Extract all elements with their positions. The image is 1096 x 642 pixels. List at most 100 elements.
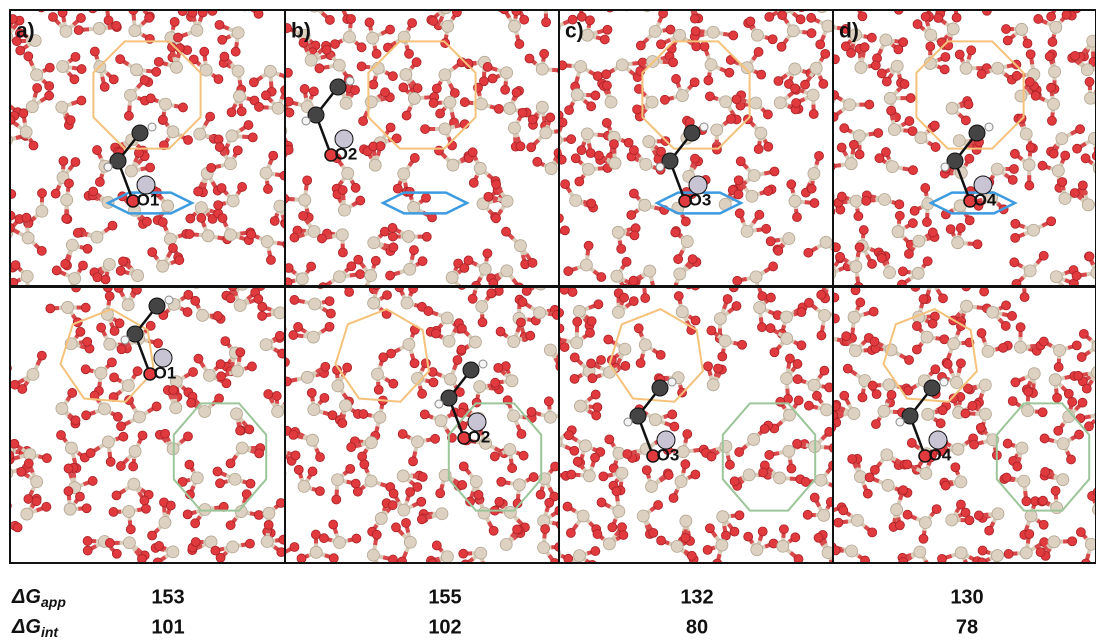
hydrogen-atom [624, 418, 632, 426]
oxygen-atom [359, 117, 368, 126]
oxygen-atom [290, 295, 299, 304]
silicon-atom [501, 195, 513, 207]
bond [48, 0, 68, 3]
bond [837, 0, 846, 2]
oxygen-atom [191, 538, 200, 547]
silicon-atom [56, 101, 68, 113]
bond [815, 0, 822, 7]
bond [106, 0, 109, 1]
oxygen-atom [109, 75, 118, 84]
bond [501, 4, 509, 7]
oxygen-atom [487, 289, 496, 298]
oxygen-atom [691, 470, 700, 479]
silicon-atom [447, 159, 459, 171]
oxygen-atom [1010, 149, 1019, 158]
silicon-atom [170, 402, 182, 414]
silicon-atom [818, 509, 830, 521]
oxygen-atom [74, 26, 83, 35]
silicon-atom [444, 373, 456, 385]
oxygen-atom [584, 241, 593, 250]
oxygen-atom [568, 288, 577, 297]
silicon-atom [469, 336, 481, 348]
oxygen-atom [0, 284, 8, 293]
oxygen-atom [81, 303, 90, 312]
oxygen-atom [93, 273, 102, 282]
hydrogen-atom [479, 360, 487, 368]
oxygen-atom [566, 528, 575, 537]
oxygen-atom [464, 256, 473, 265]
oxygen-atom [417, 515, 426, 524]
silicon-atom [637, 510, 649, 522]
bond [0, 194, 5, 202]
oxygen-atom [1049, 149, 1058, 158]
oxygen-atom [797, 341, 806, 350]
oxygen-atom [422, 193, 431, 202]
oxygen-atom [721, 531, 730, 540]
oxygen-atom [22, 213, 31, 222]
oxygen-atom [744, 532, 753, 541]
oxygen-atom [785, 354, 794, 363]
hydrogen-atom [941, 163, 949, 171]
figure: a)O1O1b)O2O2c)O3O3d)O4O4 ΔGapp1531551321… [0, 0, 1096, 642]
oxygen-atom [586, 149, 595, 158]
oxygen-atom [418, 257, 427, 266]
silicon-atom [133, 411, 145, 423]
silicon-atom [979, 379, 991, 391]
oxygen-atom [183, 308, 192, 317]
oxygen-atom [980, 287, 989, 296]
oxygen-atom [89, 187, 98, 196]
silicon-atom [200, 64, 212, 76]
oxygen-atom [388, 501, 397, 510]
bond [1, 271, 9, 272]
silicon-atom [946, 102, 958, 114]
oxygen-atom [319, 534, 328, 543]
silicon-atom [720, 96, 732, 108]
oxygen-atom [436, 489, 445, 498]
silicon-atom [365, 437, 377, 449]
oxygen-atom [516, 318, 525, 327]
oxygen-atom [928, 228, 937, 237]
oxygen-atom [88, 476, 97, 485]
oxygen-atom [468, 294, 477, 303]
oxygen-atom [418, 389, 427, 398]
silicon-atom [750, 97, 762, 109]
silicon-atom [365, 475, 377, 487]
oxygen-atom [338, 419, 347, 428]
oxygen-atom [356, 270, 365, 279]
oxygen-atom [766, 324, 775, 333]
silicon-atom [844, 99, 856, 111]
oxygen-atom [483, 249, 492, 258]
silicon-atom [1050, 21, 1062, 33]
oxygen-atom [931, 143, 940, 152]
oxygen-atom [83, 546, 92, 555]
oxygen-atom [662, 1, 671, 10]
oxygen-atom [591, 547, 600, 556]
site-label: O1 [154, 363, 177, 382]
silicon-atom [1016, 23, 1028, 35]
oxygen-atom [965, 154, 974, 163]
silicon-atom [714, 313, 726, 325]
oxygen-atom [869, 307, 878, 316]
oxygen-atom [402, 518, 411, 527]
oxygen-atom [307, 388, 316, 397]
silicon-atom [479, 263, 491, 275]
oxygen-atom [45, 63, 54, 72]
silicon-atom [985, 0, 997, 1]
bond [176, 4, 186, 5]
oxygen-atom [1012, 71, 1021, 80]
oxygen-atom [263, 185, 272, 194]
silicon-atom [1056, 133, 1068, 145]
oxygen-atom [636, 359, 645, 368]
silicon-atom [412, 436, 424, 448]
oxygen-atom [194, 187, 203, 196]
oxygen-atom [73, 228, 82, 237]
oxygen-atom [227, 108, 236, 117]
oxygen-atom [854, 212, 863, 221]
oxygen-atom [75, 492, 84, 501]
oxygen-atom [527, 0, 536, 5]
bond [1077, 3, 1083, 8]
oxygen-atom [627, 210, 636, 219]
oxygen-atom [338, 186, 347, 195]
oxygen-atom [258, 311, 267, 320]
oxygen-atom [859, 226, 868, 235]
